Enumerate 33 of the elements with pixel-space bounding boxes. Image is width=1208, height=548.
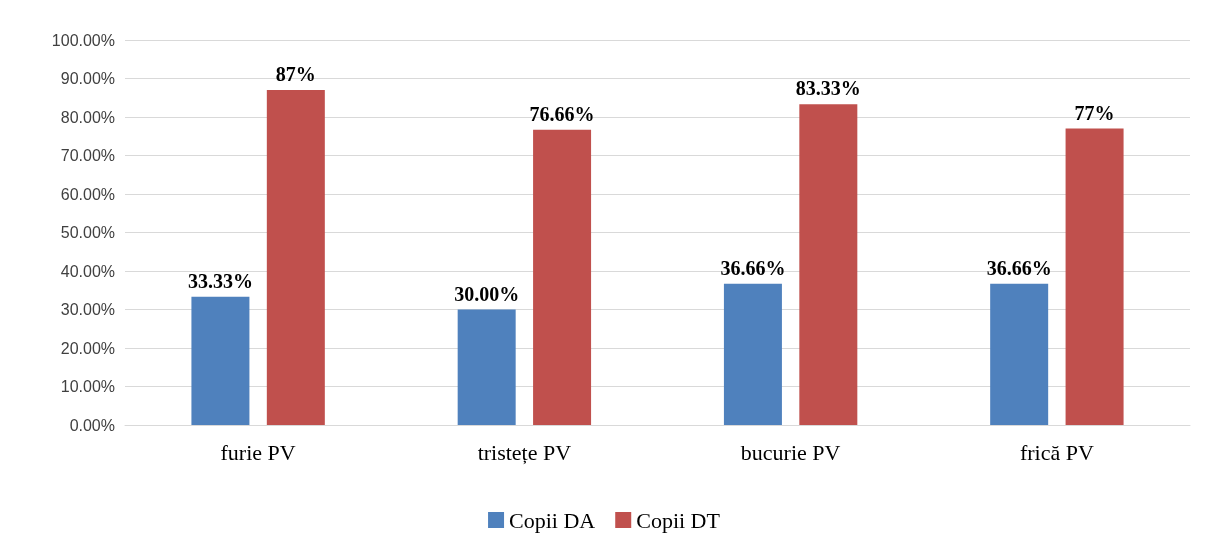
x-tick-label: tristețe PV	[477, 439, 572, 465]
bar	[266, 90, 325, 425]
data-label: 30.00%	[454, 282, 520, 305]
y-tick-label: 20.00%	[60, 339, 115, 357]
legend-label: Copii DA	[509, 507, 596, 533]
y-tick-label: 40.00%	[60, 262, 115, 280]
y-tick-label: 60.00%	[60, 185, 115, 203]
data-label: 36.66%	[720, 256, 786, 279]
y-tick-label: 90.00%	[60, 70, 115, 87]
bar	[799, 104, 858, 425]
y-tick-label: 50.00%	[60, 224, 115, 241]
x-tick-label: frică PV	[1019, 439, 1094, 465]
data-label: 36.66%	[986, 256, 1052, 279]
y-tick-label: 10.00%	[60, 378, 115, 395]
data-label: 77%	[1074, 101, 1115, 124]
bar	[191, 296, 250, 425]
bar	[723, 283, 782, 425]
y-tick-label: 30.00%	[60, 301, 115, 318]
y-tick-label: 80.00%	[60, 108, 115, 126]
bar	[990, 283, 1049, 425]
data-label: 87%	[275, 63, 316, 86]
data-label: 76.66%	[529, 102, 595, 125]
legend-label: Copii DT	[636, 507, 721, 533]
data-label: 33.33%	[187, 269, 253, 292]
bar	[457, 309, 516, 425]
bar	[1065, 128, 1124, 425]
x-tick-label: bucurie PV	[740, 439, 841, 465]
y-tick-label: 0.00%	[69, 416, 115, 434]
data-label: 83.33%	[795, 77, 861, 100]
bar	[533, 129, 592, 425]
y-tick-label: 70.00%	[60, 147, 115, 164]
y-tick-label: 100.00%	[51, 31, 115, 49]
x-tick-label: furie PV	[220, 439, 296, 465]
